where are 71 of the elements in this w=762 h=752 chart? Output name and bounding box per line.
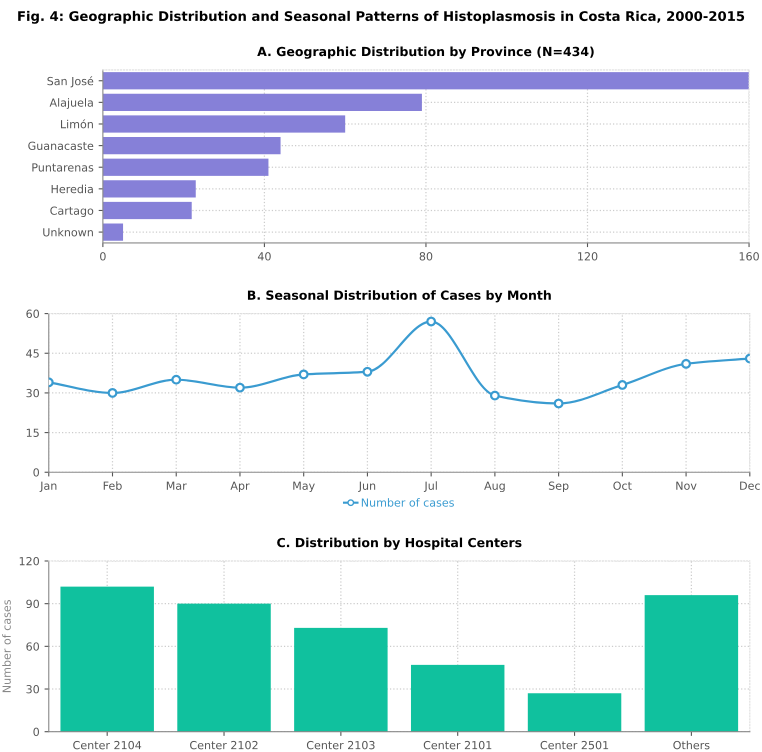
bar — [528, 693, 622, 732]
point — [108, 388, 118, 398]
y-tick-label: 30 — [26, 388, 39, 398]
y-tick-label: 30 — [26, 684, 39, 694]
y-tick-label: Guanacaste — [28, 142, 94, 150]
bar — [177, 604, 271, 732]
x-tick-label: Feb — [104, 481, 122, 490]
y-tick-label: San José — [47, 76, 94, 88]
y-tick-label: Limón — [60, 119, 93, 128]
y-tick-label: 60 — [26, 642, 39, 651]
x-tick-label: Nov — [676, 482, 697, 490]
x-tick-label: Apr — [230, 482, 250, 492]
y-tick-label: 90 — [26, 600, 39, 608]
y-tick-label: Puntarenas — [32, 163, 94, 172]
bar — [60, 586, 154, 732]
point — [681, 358, 692, 369]
x-tick-label: Jun — [358, 482, 376, 492]
bar — [410, 664, 504, 732]
y-tick-label: Heredia — [52, 184, 93, 194]
x-tick-label: Oct — [613, 481, 632, 490]
y-tick-label: Unknown — [43, 228, 93, 236]
x-tick-label: Center 2501 — [540, 740, 608, 750]
point — [235, 382, 245, 393]
bar — [294, 628, 388, 732]
x-tick-label: 40 — [258, 252, 271, 261]
x-tick-label: 80 — [420, 252, 432, 261]
x-tick-label: Center 2104 — [73, 740, 142, 750]
x-tick-label: Center 2102 — [190, 740, 258, 750]
bar — [102, 115, 346, 133]
point — [617, 380, 628, 390]
x-tick-label: Mar — [166, 482, 187, 490]
x-tick-label: 0 — [100, 252, 106, 261]
point — [171, 374, 182, 385]
y-tick-label: 120 — [20, 556, 39, 566]
x-tick-label: 160 — [740, 252, 759, 261]
y-tick-label: 45 — [26, 349, 39, 358]
y-tick-label: 15 — [26, 428, 39, 437]
y-tick-label: Cartago — [50, 206, 94, 217]
bar — [102, 202, 192, 220]
bar — [102, 223, 124, 241]
x-tick-label: 120 — [578, 252, 598, 261]
point — [298, 369, 309, 380]
bar — [102, 180, 196, 198]
legend-label: Number of cases — [362, 498, 454, 507]
x-tick-label: Sep — [548, 481, 568, 492]
point — [554, 398, 564, 408]
y-tick-label: 0 — [33, 468, 39, 477]
point — [426, 316, 436, 326]
y-tick-label: 0 — [33, 728, 39, 736]
x-tick-label: Jan — [40, 482, 56, 492]
x-tick-label: Center 2103 — [306, 740, 375, 750]
bar — [102, 158, 268, 176]
bar — [644, 595, 738, 732]
x-tick-label: Center 2101 — [424, 740, 492, 750]
chart-subtitle: C. Distribution by Hospital Centers — [277, 538, 522, 550]
x-tick-label: Dec — [740, 482, 760, 490]
point — [490, 390, 500, 400]
x-tick-label: Jul — [424, 481, 437, 492]
x-tick-label: Others — [673, 740, 710, 750]
chart-subtitle: A. Geographic Distribution by Province (N=434) — [257, 46, 594, 59]
bar — [102, 136, 281, 154]
x-tick-label: Aug — [484, 482, 505, 492]
y-axis-title: Number of cases — [2, 600, 11, 692]
bar — [102, 72, 750, 90]
y-tick-label: Alajuela — [50, 98, 93, 109]
y-tick-label: 60 — [26, 310, 39, 318]
chart-title: Fig. 4: Geographic Distribution and Seasonal Patterns of Histoplasmosis in Costa Rica, 2000-2015 — [18, 10, 744, 24]
bar — [102, 94, 422, 112]
x-tick-label: May — [293, 482, 315, 492]
point — [362, 366, 372, 377]
chart-subtitle: B. Seasonal Distribution of Cases by Month — [248, 290, 551, 302]
